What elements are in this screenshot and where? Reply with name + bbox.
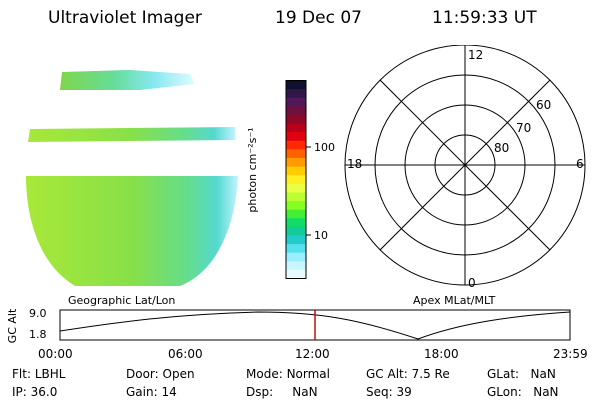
info-mode-label: Mode: bbox=[246, 367, 283, 381]
timeline-xtick-1200: 12:00 bbox=[295, 347, 330, 361]
info-door-label: Door: bbox=[126, 367, 159, 381]
info-mode-value: Normal bbox=[286, 367, 330, 381]
mlat-label-60: 60 bbox=[536, 98, 551, 112]
geo-strip-top bbox=[60, 70, 195, 90]
mlt-label-18: 18 bbox=[347, 157, 362, 171]
info-door-value: Open bbox=[162, 367, 195, 381]
geo-strip-middle bbox=[28, 127, 235, 142]
geo-hemisphere bbox=[26, 176, 238, 286]
mlt-label-0: 0 bbox=[468, 276, 476, 290]
info-seq: Seq: 39 bbox=[366, 385, 412, 399]
mlt-label-12: 12 bbox=[468, 48, 483, 62]
timeline-ytick-min: 1.8 bbox=[29, 328, 47, 341]
timeline-axis-label: GC Alt bbox=[6, 308, 19, 344]
info-dsp-label: Dsp: bbox=[246, 385, 274, 399]
instrument-title: Ultraviolet Imager bbox=[48, 8, 202, 28]
colorbar-cell bbox=[286, 97, 306, 107]
info-dsp-value: NaN bbox=[292, 385, 318, 399]
colorbar-cell bbox=[286, 89, 306, 99]
info-seq-value: 39 bbox=[396, 385, 412, 399]
colorbar-cell bbox=[286, 175, 306, 185]
info-flt-value: LBHL bbox=[34, 367, 66, 381]
timeline-xtick-0600: 06:00 bbox=[168, 347, 203, 361]
colorbar-cell bbox=[286, 149, 306, 159]
info-seq-label: Seq: bbox=[366, 385, 393, 399]
colorbar-cell bbox=[286, 106, 306, 116]
info-gain-value: 14 bbox=[161, 385, 177, 399]
colorbar: 100 10 bbox=[285, 80, 335, 279]
info-glon-label: GLon: bbox=[487, 385, 522, 399]
timeline-ytick-max: 9.0 bbox=[29, 307, 47, 320]
geographic-image bbox=[26, 70, 238, 286]
colorbar-cell bbox=[286, 252, 306, 262]
info-ip: IP: 36.0 bbox=[12, 385, 57, 399]
colorbar-cell bbox=[286, 244, 306, 254]
colorbar-cell bbox=[286, 226, 306, 236]
date-label: 19 Dec 07 bbox=[275, 8, 362, 28]
time-label: 11:59:33 UT bbox=[432, 8, 537, 28]
colorbar-cell bbox=[286, 192, 306, 202]
info-flt: Flt: LBHL bbox=[12, 367, 65, 381]
colorbar-cell bbox=[286, 183, 306, 193]
colorbar-cell bbox=[286, 201, 306, 211]
info-gain: Gain: 14 bbox=[126, 385, 177, 399]
info-gcalt-value: 7.5 Re bbox=[411, 367, 450, 381]
info-gcalt-label: GC Alt: bbox=[366, 367, 408, 381]
timeline-xtick-2359: 23:59 bbox=[553, 347, 588, 361]
colorbar-cell bbox=[286, 114, 306, 125]
altitude-curve bbox=[59, 311, 571, 340]
colorbar-cell bbox=[286, 80, 306, 90]
info-glat-value: NaN bbox=[530, 367, 556, 381]
mlt-label-6: 6 bbox=[576, 157, 584, 171]
colorbar-cell bbox=[286, 261, 306, 271]
colorbar-cell bbox=[286, 218, 306, 228]
info-glat-label: GLat: bbox=[487, 367, 520, 381]
info-gain-label: Gain: bbox=[126, 385, 158, 399]
colorbar-cell bbox=[286, 166, 306, 176]
geographic-panel-label: Geographic Lat/Lon bbox=[68, 294, 176, 307]
info-door: Door: Open bbox=[126, 367, 195, 381]
colorbar-cell bbox=[286, 209, 306, 219]
timeline-plot bbox=[59, 309, 571, 341]
colorbar-cell bbox=[286, 140, 306, 150]
apex-panel-label: Apex MLat/MLT bbox=[413, 294, 496, 307]
timeline-xtick-1800: 18:00 bbox=[424, 347, 459, 361]
info-glon: GLon: NaN bbox=[487, 385, 559, 399]
colorbar-cell bbox=[286, 235, 306, 245]
info-flt-label: Flt: bbox=[12, 367, 31, 381]
colorbar-tick-100: 100 bbox=[314, 141, 335, 154]
info-mode: Mode: Normal bbox=[246, 367, 330, 381]
timeline-xtick-0000: 00:00 bbox=[38, 347, 73, 361]
colorbar-cell bbox=[286, 132, 306, 142]
info-ip-value: 36.0 bbox=[30, 385, 58, 399]
info-ip-label: IP: bbox=[12, 385, 27, 399]
mlat-label-80: 80 bbox=[494, 141, 509, 155]
info-gcalt: GC Alt: 7.5 Re bbox=[366, 367, 450, 381]
mlat-label-70: 70 bbox=[516, 121, 531, 135]
colorbar-cell bbox=[286, 123, 306, 133]
info-glat: GLat: NaN bbox=[487, 367, 556, 381]
info-dsp: Dsp: NaN bbox=[246, 385, 318, 399]
info-glon-value: NaN bbox=[533, 385, 559, 399]
colorbar-cell bbox=[286, 157, 306, 168]
colorbar-tick-10: 10 bbox=[314, 229, 328, 242]
polar-plot: 12 18 6 0 60 70 80 bbox=[344, 45, 586, 290]
colorbar-cell bbox=[286, 269, 306, 279]
